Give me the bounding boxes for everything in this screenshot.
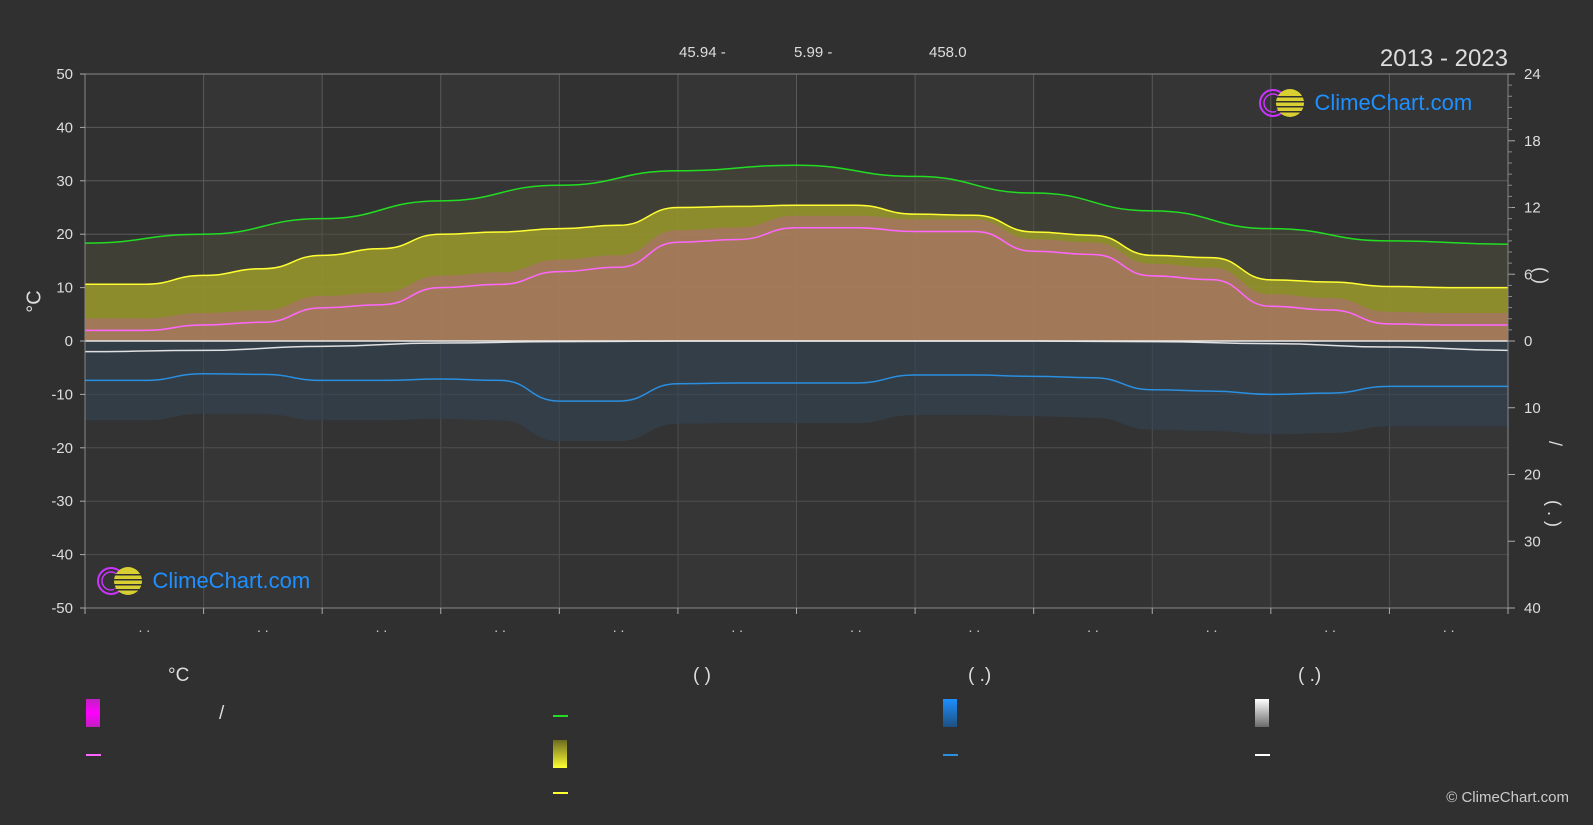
x-tick-label: . . [731, 619, 743, 635]
brand-text: ClimeChart.com [1314, 90, 1473, 115]
x-tick-label: . . [494, 619, 506, 635]
y-left-tick-label: -10 [51, 386, 73, 403]
legend-line-max-temp [86, 754, 101, 756]
header-stat-3: 458.0 [929, 44, 967, 61]
sun-logo-icon [97, 567, 144, 595]
x-tick-label: . . [376, 619, 388, 635]
legend-line-precip [943, 754, 958, 756]
y-left-tick-label: -40 [51, 547, 73, 564]
temp-range-area [85, 215, 1508, 341]
y-left-tick-label: 50 [56, 66, 73, 83]
y-right-tick-label: 6 [1524, 266, 1532, 283]
legend-swatch-snow [1255, 699, 1269, 727]
y-right-tick-label: 18 [1524, 133, 1541, 150]
series-line-max-temp [85, 227, 1508, 332]
legend-line-snow [1255, 754, 1270, 756]
y-right-tick-label: 0 [1524, 333, 1532, 350]
chart-lines [84, 164, 1509, 402]
series-line-daylight [84, 164, 1509, 245]
y-left-tick-label: 20 [56, 226, 73, 243]
chart-areas [85, 165, 1508, 608]
y-right-bottom-label: / [1545, 440, 1566, 447]
x-tick-label: . . [138, 619, 150, 635]
legend-heading-temp: °C [168, 665, 190, 686]
x-tick-label: . . [1206, 619, 1218, 635]
x-tick-label: . . [1087, 619, 1099, 635]
header-stat-1: 45.94 - [679, 44, 726, 61]
y-right-tick-label: 40 [1524, 600, 1541, 617]
legend-swatch-temp-range [86, 699, 100, 727]
chart-axes: 50 40 30 20 10 0 -10 -20 -30 -40 -50 24 18 12 6 0 10 20 30… [51, 66, 1540, 635]
legend-line-sunshine [553, 792, 568, 794]
y-left-tick-label: 40 [56, 119, 73, 136]
series-line-sunshine [84, 204, 1508, 289]
y-left-tick-label: -30 [51, 493, 73, 510]
snow-area [85, 341, 1508, 608]
sun-logo-icon [1259, 89, 1306, 117]
year-range: 2013 - 2023 [1379, 45, 1508, 72]
legend-heading-snow: ( .) [1298, 665, 1322, 686]
brand-text: ClimeChart.com [152, 568, 311, 593]
y-right-top-label: ( ) [1531, 267, 1551, 284]
y-right-bottom-label-2: ( . ) [1544, 500, 1564, 527]
y-right-tick-label: 30 [1524, 533, 1541, 550]
precip-area [85, 341, 1508, 442]
y-right-tick-label: 20 [1524, 467, 1541, 484]
header-stat-2: 5.99 - [794, 44, 833, 61]
series-line-precip [84, 372, 1508, 402]
sunshine-area [85, 205, 1508, 341]
legend-swatch-sunshine [553, 740, 567, 768]
y-right-tick-label: 12 [1524, 200, 1541, 217]
y-left-tick-label: -50 [51, 600, 73, 617]
x-tick-label: . . [1443, 619, 1455, 635]
x-tick-label: . . [1324, 619, 1336, 635]
y-left-tick-label: -20 [51, 440, 73, 457]
brand-logo-bottom[interactable]: ClimeChart.com [96, 564, 310, 598]
y-right-tick-label: 10 [1524, 400, 1541, 417]
legend-line-daylight [553, 715, 568, 717]
y-right-tick-label: 24 [1524, 66, 1541, 83]
brand-logo-top[interactable]: ClimeChart.com [1258, 86, 1472, 120]
y-left-tick-label: 0 [65, 333, 73, 350]
copyright: © ClimeChart.com [1446, 789, 1569, 806]
legend-heading-sun: ( ) [693, 665, 711, 686]
legend-swatch-precip [943, 699, 957, 727]
x-tick-label: . . [257, 619, 269, 635]
legend-temp-item1: / [219, 703, 225, 724]
y-left-label: °C [23, 290, 46, 313]
y-left-tick-label: 30 [56, 173, 73, 190]
x-tick-label: . . [850, 619, 862, 635]
x-tick-label: . . [613, 619, 625, 635]
y-left-tick-label: 10 [56, 280, 73, 297]
legend-heading-rain: ( .) [968, 665, 992, 686]
x-tick-label: . . [969, 619, 981, 635]
